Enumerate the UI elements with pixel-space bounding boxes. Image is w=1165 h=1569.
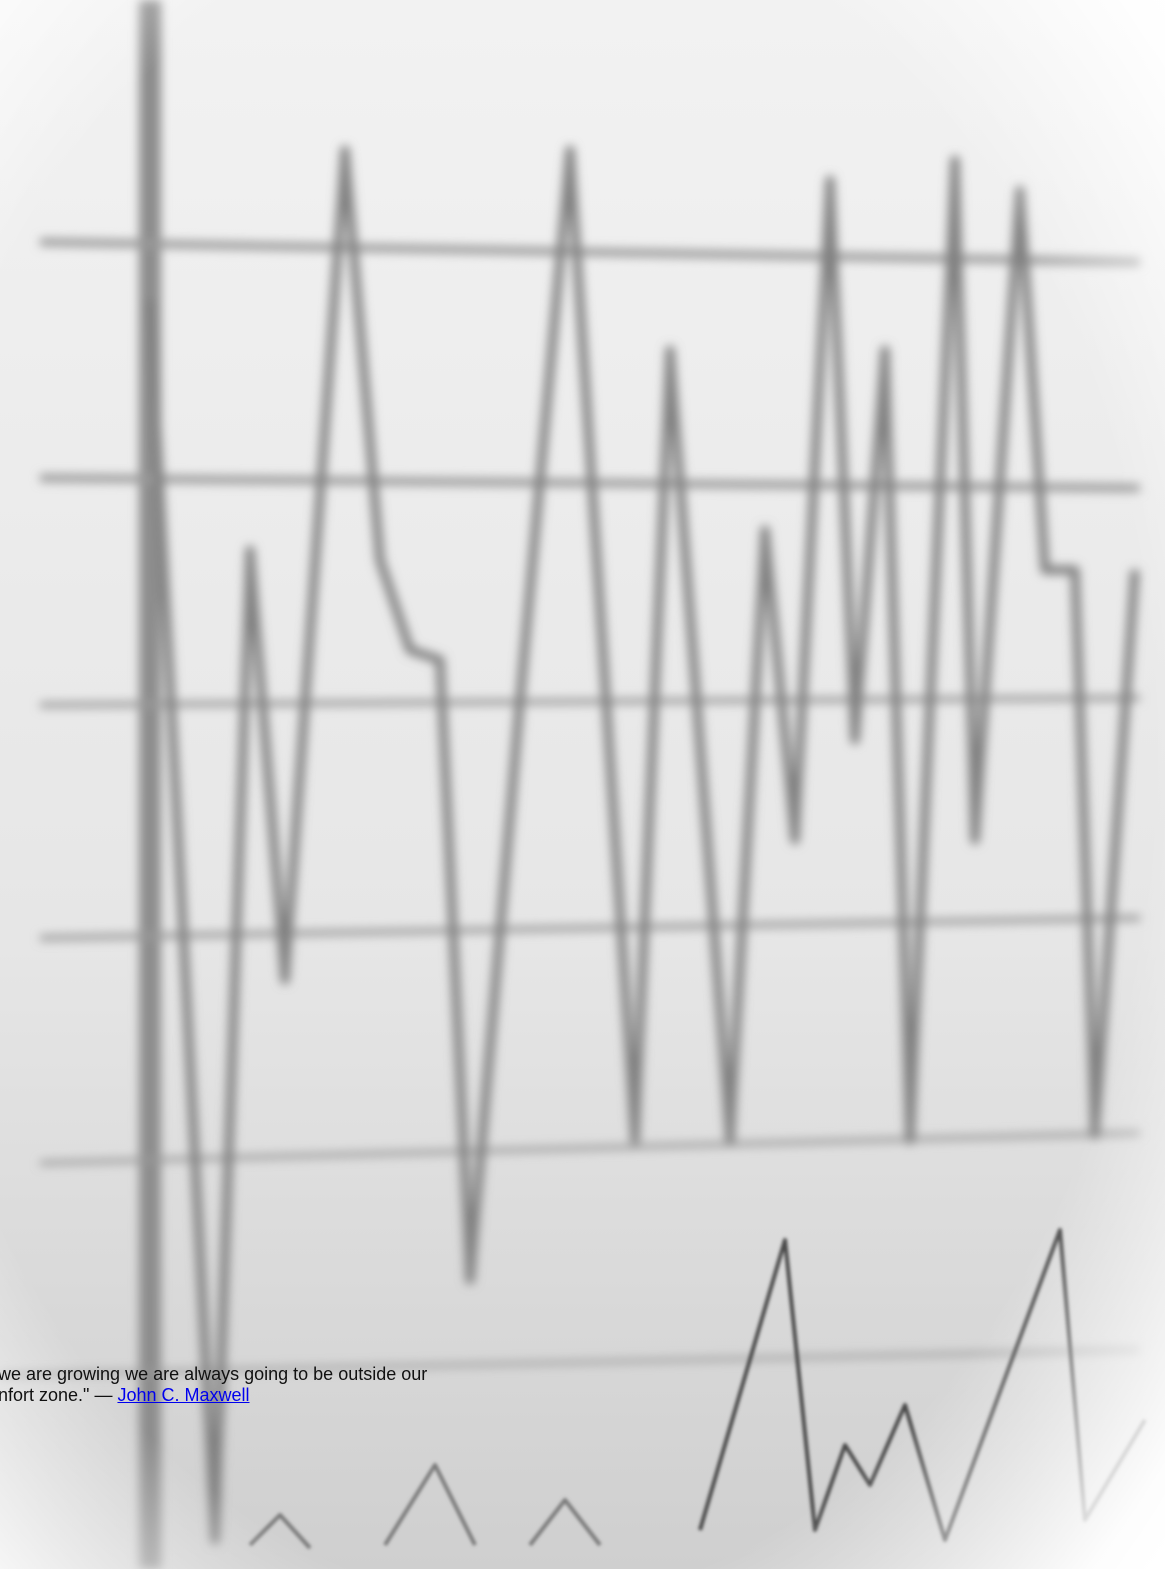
author-link[interactable]: John C. Maxwell — [117, 1385, 250, 1405]
quote-line: nfort zone." — — [0, 1385, 118, 1405]
quote: we are growing we are always going to be… — [0, 1364, 658, 1406]
quote-line: we are growing we are always going to be… — [0, 1364, 428, 1384]
